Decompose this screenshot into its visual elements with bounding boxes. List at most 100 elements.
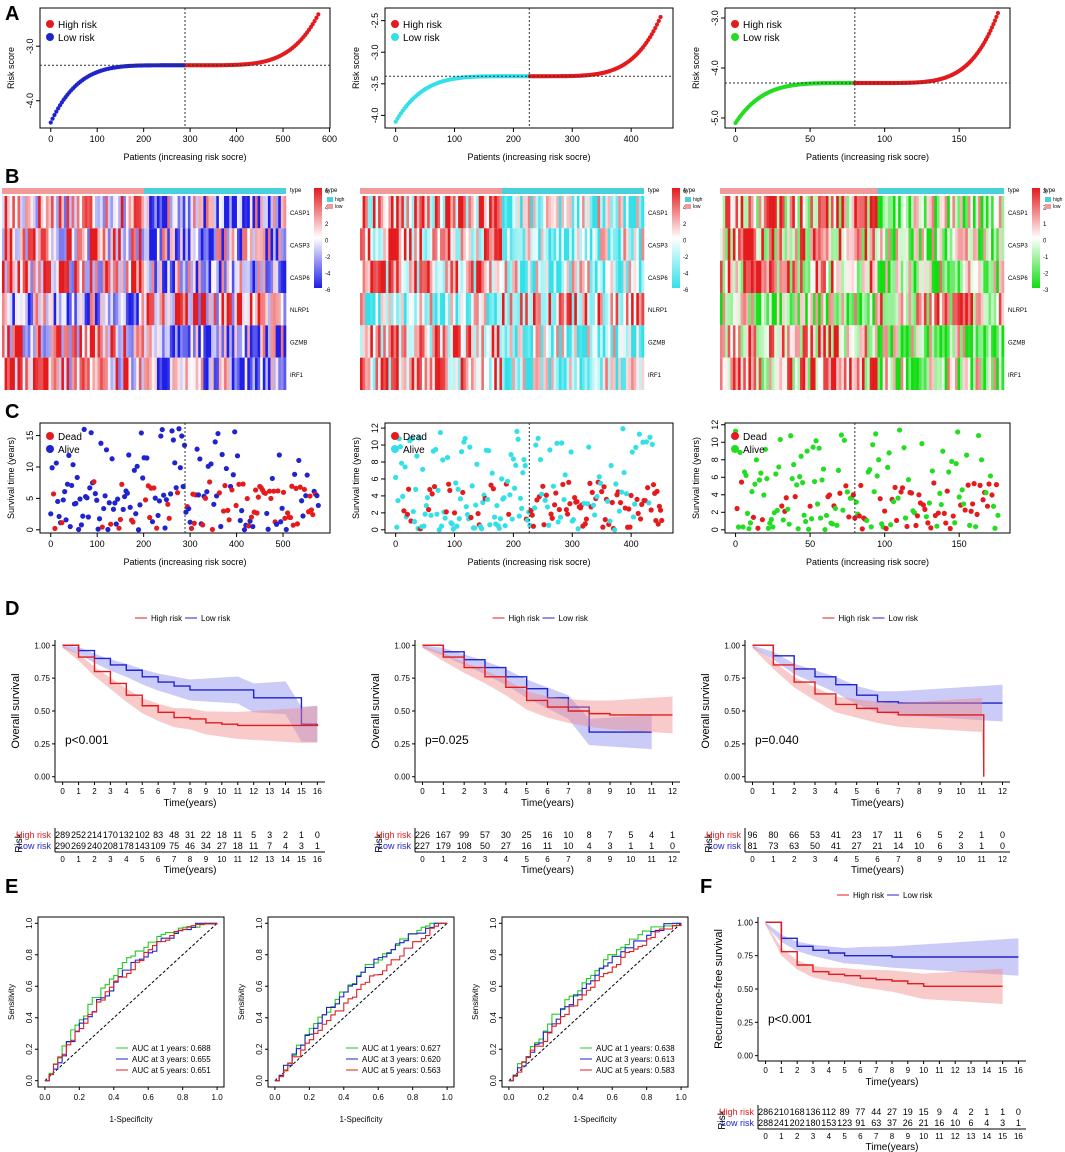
heat-cell — [779, 228, 783, 261]
heat-cell — [61, 196, 65, 229]
heat-cell — [745, 196, 749, 229]
heat-cell — [406, 357, 410, 390]
heat-cell — [442, 325, 446, 358]
alive-point — [440, 457, 446, 463]
heat-cell — [815, 228, 819, 261]
dead-point — [119, 481, 125, 487]
heat-cell — [211, 260, 215, 293]
heat-cell — [553, 357, 557, 390]
x-tick-label: 10 — [956, 787, 965, 796]
heat-cell — [625, 293, 629, 326]
heat-cell — [247, 325, 251, 358]
heat-cell — [838, 260, 842, 293]
x-tick-label: 7 — [566, 787, 571, 796]
dead-point — [548, 511, 554, 517]
heat-cell — [442, 260, 446, 293]
heat-cell — [255, 196, 258, 229]
heat-cell — [483, 357, 487, 390]
risk-low-count: 1 — [649, 841, 654, 851]
dead-point — [174, 490, 181, 496]
heat-cell — [895, 325, 899, 358]
heat-cell — [784, 325, 788, 358]
heat-cell — [566, 260, 570, 293]
heat-cell — [545, 196, 549, 229]
heat-cell — [831, 260, 834, 293]
heat-cell — [383, 357, 387, 390]
heat-cell — [761, 260, 765, 293]
heat-cell — [784, 196, 788, 229]
heat-cell — [494, 228, 498, 261]
heat-cell — [582, 293, 585, 326]
heat-cell — [869, 228, 873, 261]
risk-high-count: 136 — [805, 1107, 820, 1117]
heat-cell — [576, 228, 580, 261]
heat-cell — [947, 357, 951, 390]
heat-cell — [94, 357, 98, 390]
heat-cell — [548, 228, 552, 261]
heat-cell — [970, 196, 974, 229]
dead-point — [635, 510, 641, 517]
heat-cell — [766, 196, 770, 229]
heat-cell — [944, 325, 948, 358]
dead-point — [222, 483, 228, 489]
heat-cell — [208, 325, 212, 358]
y-tick-label: 10 — [710, 437, 720, 447]
heat-cell — [450, 357, 454, 390]
heat-cell — [517, 228, 521, 261]
heat-cell — [370, 293, 374, 326]
heat-cell — [838, 293, 842, 326]
heat-cell — [38, 293, 42, 326]
x-tick-label: 0 — [393, 134, 398, 144]
alive-point — [64, 481, 71, 487]
heat-cell — [869, 325, 873, 358]
dead-point — [552, 502, 558, 508]
heat-cell — [89, 260, 93, 293]
heat-cell — [110, 196, 114, 229]
heat-cell — [499, 228, 503, 261]
heat-cell — [880, 293, 883, 326]
alive-point — [489, 470, 495, 476]
heat-cell — [149, 357, 153, 390]
heat-cell — [957, 357, 961, 390]
heat-cell — [988, 228, 992, 261]
heat-cell — [149, 228, 153, 261]
alive-point — [278, 519, 284, 525]
alive-point — [56, 513, 62, 520]
heat-cell — [30, 260, 34, 293]
risk-high-count: 167 — [436, 830, 451, 840]
heat-cell — [929, 260, 933, 293]
heat-cell — [450, 260, 454, 293]
heat-cell — [556, 228, 560, 261]
roc-legend-label: AUC at 3 years: 0.655 — [132, 1055, 211, 1064]
heat-cell — [260, 293, 264, 326]
heat-cell — [887, 357, 891, 390]
heat-cell — [20, 260, 23, 293]
heat-cell — [190, 293, 194, 326]
heat-cell — [540, 196, 544, 229]
heat-cell — [380, 228, 384, 261]
heat-cell — [800, 357, 803, 390]
heat-cell — [509, 293, 513, 326]
dead-point — [200, 522, 206, 528]
heat-cell — [939, 196, 943, 229]
heat-cell — [538, 196, 542, 229]
heat-cell — [234, 196, 238, 229]
heat-cell — [409, 293, 412, 326]
heat-cell — [849, 357, 852, 390]
alive-point — [537, 457, 544, 463]
risk-low-count: 6 — [969, 1118, 974, 1128]
x-tick-label: 0.4 — [338, 1093, 350, 1102]
y-tick-label: -3.0 — [25, 38, 35, 54]
heat-cell — [600, 196, 603, 229]
heat-cell — [805, 325, 809, 358]
heat-cell — [607, 357, 611, 390]
dead-point — [564, 511, 571, 517]
heat-cell — [993, 325, 997, 358]
heat-cell — [260, 260, 264, 293]
heat-cell — [779, 196, 783, 229]
alive-point — [292, 471, 298, 477]
heat-cell — [882, 228, 886, 261]
heat-cell — [921, 260, 925, 293]
heat-cell — [12, 357, 16, 390]
heat-cell — [900, 260, 904, 293]
